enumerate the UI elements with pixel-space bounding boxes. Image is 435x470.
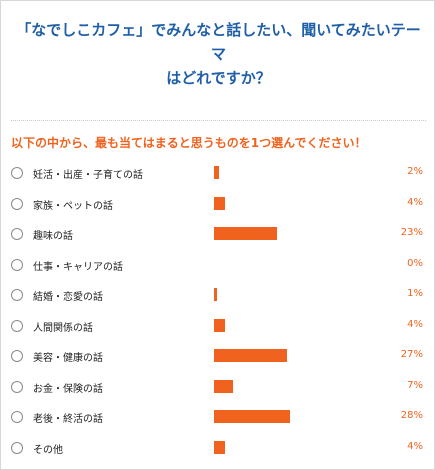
radio-button[interactable]	[11, 411, 23, 423]
result-percent: 0%	[407, 258, 423, 269]
result-percent: 2%	[407, 166, 423, 177]
radio-button[interactable]	[11, 198, 23, 210]
result-bar-track	[214, 197, 384, 210]
option-row[interactable]: その他 4%	[1, 433, 435, 463]
result-bar	[214, 380, 234, 393]
option-row[interactable]: お金・保険の話 7%	[1, 372, 435, 402]
result-percent: 4%	[407, 319, 423, 330]
radio-button[interactable]	[11, 350, 23, 362]
result-bar	[214, 441, 225, 454]
survey-instruction: 以下の中から、最も当てはまると思うものを1つ選んでください！	[11, 136, 367, 150]
survey-question: 「なでしこカフェ」でみんなと話したい、聞いてみたいテーマ はどれですか？	[11, 18, 426, 90]
radio-button[interactable]	[11, 228, 23, 240]
result-percent: 4%	[407, 197, 423, 208]
result-bar-track	[214, 441, 384, 454]
radio-button[interactable]	[11, 259, 23, 271]
result-percent: 7%	[407, 380, 423, 391]
option-row[interactable]: 仕事・キャリアの話 0%	[1, 250, 435, 280]
result-bar-track	[214, 288, 384, 301]
option-row[interactable]: 人間関係の話 4%	[1, 311, 435, 341]
option-label: 美容・健康の話	[33, 353, 103, 364]
result-bar-track	[214, 410, 384, 423]
option-label: その他	[33, 445, 63, 456]
option-row[interactable]: 美容・健康の話 27%	[1, 341, 435, 371]
result-percent: 23%	[400, 227, 423, 238]
result-percent: 4%	[407, 441, 423, 452]
result-bar	[214, 349, 288, 362]
radio-button[interactable]	[11, 381, 23, 393]
option-label: 趣味の話	[33, 231, 73, 242]
result-bar	[214, 410, 291, 423]
result-bar-track	[214, 380, 384, 393]
result-bar	[214, 288, 217, 301]
question-line-2: はどれですか？	[166, 69, 271, 87]
result-bar	[214, 197, 225, 210]
option-label: 老後・終活の話	[33, 414, 103, 425]
result-percent: 28%	[400, 410, 423, 421]
result-bar-track	[214, 349, 384, 362]
result-bar	[214, 227, 277, 240]
result-percent: 1%	[407, 288, 423, 299]
result-bar-track	[214, 227, 384, 240]
option-row[interactable]: 妊活・出産・子育ての話 2%	[1, 158, 435, 188]
divider	[11, 120, 426, 121]
result-percent: 27%	[400, 349, 423, 360]
option-label: 仕事・キャリアの話	[33, 262, 123, 273]
radio-button[interactable]	[11, 289, 23, 301]
result-bar	[214, 166, 220, 179]
result-bar	[214, 319, 225, 332]
result-bar-track	[214, 258, 384, 271]
radio-button[interactable]	[11, 167, 23, 179]
result-bar-track	[214, 319, 384, 332]
radio-button[interactable]	[11, 442, 23, 454]
radio-button[interactable]	[11, 320, 23, 332]
option-row[interactable]: 結婚・恋愛の話 1%	[1, 280, 435, 310]
option-label: 家族・ペットの話	[33, 201, 113, 212]
option-label: 結婚・恋愛の話	[33, 292, 103, 303]
option-label: 人間関係の話	[33, 323, 93, 334]
result-bar-track	[214, 166, 384, 179]
option-row[interactable]: 家族・ペットの話 4%	[1, 189, 435, 219]
question-line-1: 「なでしこカフェ」でみんなと話したい、聞いてみたいテーマ	[16, 21, 421, 63]
option-label: お金・保険の話	[33, 384, 103, 395]
option-row[interactable]: 趣味の話 23%	[1, 219, 435, 249]
option-row[interactable]: 老後・終活の話 28%	[1, 402, 435, 432]
option-label: 妊活・出産・子育ての話	[33, 170, 143, 181]
